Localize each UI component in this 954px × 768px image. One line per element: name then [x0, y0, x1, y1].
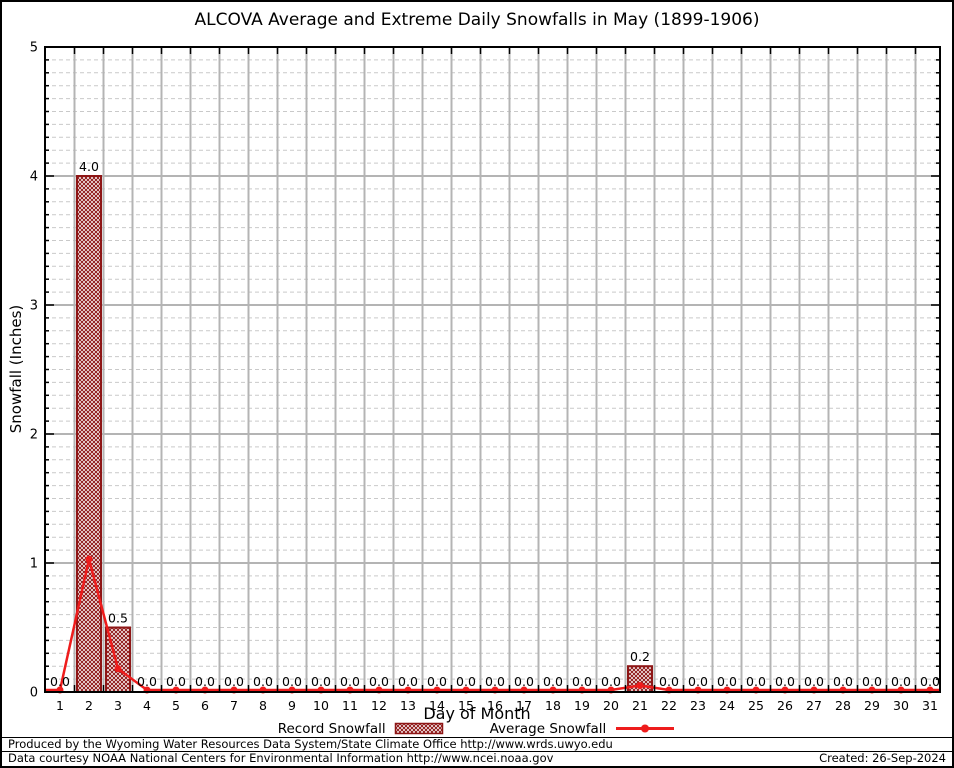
svg-text:5: 5: [30, 41, 38, 56]
svg-text:4: 4: [143, 698, 151, 713]
svg-text:0.0: 0.0: [688, 674, 708, 689]
footer-created-date: Created: 26-Sep-2024: [819, 751, 946, 765]
svg-text:20: 20: [603, 698, 619, 713]
svg-text:7: 7: [230, 698, 238, 713]
svg-text:0.0: 0.0: [282, 674, 302, 689]
svg-text:19: 19: [574, 698, 590, 713]
svg-text:0.0: 0.0: [166, 674, 186, 689]
svg-text:0.0: 0.0: [398, 674, 418, 689]
svg-text:3: 3: [30, 299, 38, 314]
svg-text:0.0: 0.0: [485, 674, 505, 689]
svg-text:29: 29: [864, 698, 880, 713]
average-snowfall-swatch-icon: [616, 724, 675, 733]
svg-text:31: 31: [922, 698, 938, 713]
svg-text:16: 16: [487, 698, 503, 713]
record-snowfall-swatch-icon: [394, 722, 443, 735]
svg-text:9: 9: [288, 698, 296, 713]
svg-text:18: 18: [545, 698, 561, 713]
svg-text:0.0: 0.0: [224, 674, 244, 689]
svg-text:0.0: 0.0: [601, 674, 621, 689]
svg-text:26: 26: [777, 698, 793, 713]
svg-text:0.0: 0.0: [891, 674, 911, 689]
svg-text:11: 11: [342, 698, 358, 713]
axes: [44, 46, 941, 693]
svg-text:3: 3: [114, 698, 122, 713]
legend-record-label: Record Snowfall: [277, 720, 386, 737]
svg-text:1: 1: [30, 557, 38, 572]
svg-text:28: 28: [835, 698, 851, 713]
footer-produced-by: Produced by the Wyoming Water Resources …: [2, 738, 952, 752]
svg-text:13: 13: [400, 698, 416, 713]
svg-text:0.5: 0.5: [108, 611, 128, 626]
svg-text:0.0: 0.0: [340, 674, 360, 689]
svg-text:14: 14: [429, 698, 445, 713]
average-snowfall-marker: [636, 682, 644, 690]
bar-value-labels: 0.0 4.0 0.5 0.0 0.0 0.0 0.0 0.0 0.0 0.0 0.0 0.0 0.0 0…: [50, 159, 940, 689]
svg-text:4.0: 4.0: [79, 159, 99, 174]
legend: Record Snowfall Average Snowfall: [2, 720, 952, 737]
svg-text:0.0: 0.0: [717, 674, 737, 689]
svg-text:0.0: 0.0: [369, 674, 389, 689]
svg-text:0.0: 0.0: [514, 674, 534, 689]
svg-text:2: 2: [30, 428, 38, 443]
svg-text:0.0: 0.0: [833, 674, 853, 689]
svg-text:0.0: 0.0: [920, 674, 940, 689]
chart-title: ALCOVA Average and Extreme Daily Snowfal…: [194, 10, 760, 30]
svg-text:10: 10: [313, 698, 329, 713]
svg-text:24: 24: [719, 698, 735, 713]
svg-text:0.0: 0.0: [427, 674, 447, 689]
average-snowfall-marker: [114, 665, 122, 673]
svg-text:17: 17: [516, 698, 532, 713]
legend-average-label: Average Snowfall: [489, 720, 607, 737]
gridlines: [45, 47, 940, 692]
svg-text:0.0: 0.0: [804, 674, 824, 689]
record-snowfall-bar: [76, 175, 102, 693]
svg-text:21: 21: [632, 698, 648, 713]
svg-text:0.0: 0.0: [195, 674, 215, 689]
svg-text:0.0: 0.0: [746, 674, 766, 689]
svg-text:0.0: 0.0: [50, 674, 70, 689]
svg-text:0.0: 0.0: [659, 674, 679, 689]
svg-text:6: 6: [201, 698, 209, 713]
svg-text:12: 12: [371, 698, 387, 713]
svg-text:8: 8: [259, 698, 267, 713]
svg-text:0.0: 0.0: [456, 674, 476, 689]
svg-text:0.0: 0.0: [775, 674, 795, 689]
svg-text:4: 4: [30, 170, 38, 185]
svg-text:27: 27: [806, 698, 822, 713]
svg-text:30: 30: [893, 698, 909, 713]
svg-text:25: 25: [748, 698, 764, 713]
svg-text:5: 5: [172, 698, 180, 713]
svg-text:2: 2: [85, 698, 93, 713]
svg-text:0: 0: [30, 686, 38, 701]
x-axis-label: Day of Month: [423, 704, 531, 723]
footer-data-courtesy: Data courtesy NOAA National Centers for …: [8, 751, 554, 765]
svg-text:0.2: 0.2: [630, 649, 650, 664]
svg-text:22: 22: [661, 698, 677, 713]
svg-text:0.0: 0.0: [311, 674, 331, 689]
svg-text:0.0: 0.0: [572, 674, 592, 689]
svg-text:1: 1: [56, 698, 64, 713]
average-snowfall-marker: [85, 555, 93, 563]
svg-text:15: 15: [458, 698, 474, 713]
svg-text:0.0: 0.0: [137, 674, 157, 689]
svg-text:0.0: 0.0: [862, 674, 882, 689]
footer: Produced by the Wyoming Water Resources …: [2, 737, 952, 766]
svg-text:0.0: 0.0: [543, 674, 563, 689]
svg-text:23: 23: [690, 698, 706, 713]
svg-text:0.0: 0.0: [253, 674, 273, 689]
